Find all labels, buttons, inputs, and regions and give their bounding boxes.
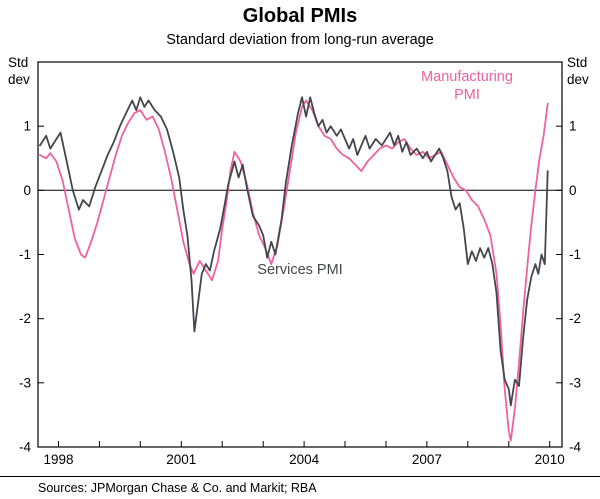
- series-label-services: Services PMI: [257, 262, 343, 278]
- series-label-manufacturing-line2: PMI: [454, 87, 480, 103]
- x-tick-label: 2004: [289, 452, 320, 467]
- y-tick-label-right: 0: [569, 183, 577, 198]
- y-tick-label-right: -3: [569, 375, 581, 390]
- y-axis-unit-right: Std dev: [567, 54, 589, 88]
- y-axis-unit-left-line2: dev: [8, 72, 30, 87]
- chart-subtitle: Standard deviation from long-run average: [166, 32, 434, 48]
- y-tick-label-left: 0: [23, 183, 31, 198]
- footer-divider: [0, 476, 600, 477]
- y-tick-label-left: -3: [19, 375, 31, 390]
- x-tick-label: 2007: [412, 452, 442, 467]
- series-line-services-pmi: [39, 96, 549, 407]
- y-tick-label-left: 1: [23, 119, 31, 134]
- y-tick-label-left: -1: [19, 247, 31, 262]
- y-tick-label-right: -2: [569, 311, 581, 326]
- x-tick-label: 2001: [166, 452, 196, 467]
- y-tick-label-right: 1: [569, 119, 577, 134]
- series-label-manufacturing-line1: Manufacturing: [421, 69, 513, 85]
- y-tick-label-right: -1: [569, 247, 581, 262]
- y-tick-label-right: -4: [569, 440, 581, 455]
- chart-title: Global PMIs: [242, 5, 358, 27]
- y-tick-label-left: -2: [19, 311, 31, 326]
- series-label-manufacturing: Manufacturing PMI: [392, 68, 542, 104]
- y-tick-label-left: -4: [19, 440, 31, 455]
- y-axis-unit-left: Std dev: [8, 54, 30, 88]
- y-axis-unit-right-line1: Std: [567, 55, 588, 70]
- x-tick-label: 1998: [43, 452, 73, 467]
- y-axis-unit-left-line1: Std: [8, 55, 29, 70]
- x-tick-label: 2010: [535, 452, 565, 467]
- y-axis-unit-right-line2: dev: [567, 72, 589, 87]
- series-line-manufacturing-pmi: [39, 99, 549, 442]
- sources-note: Sources: JPMorgan Chase & Co. and Markit…: [38, 481, 317, 495]
